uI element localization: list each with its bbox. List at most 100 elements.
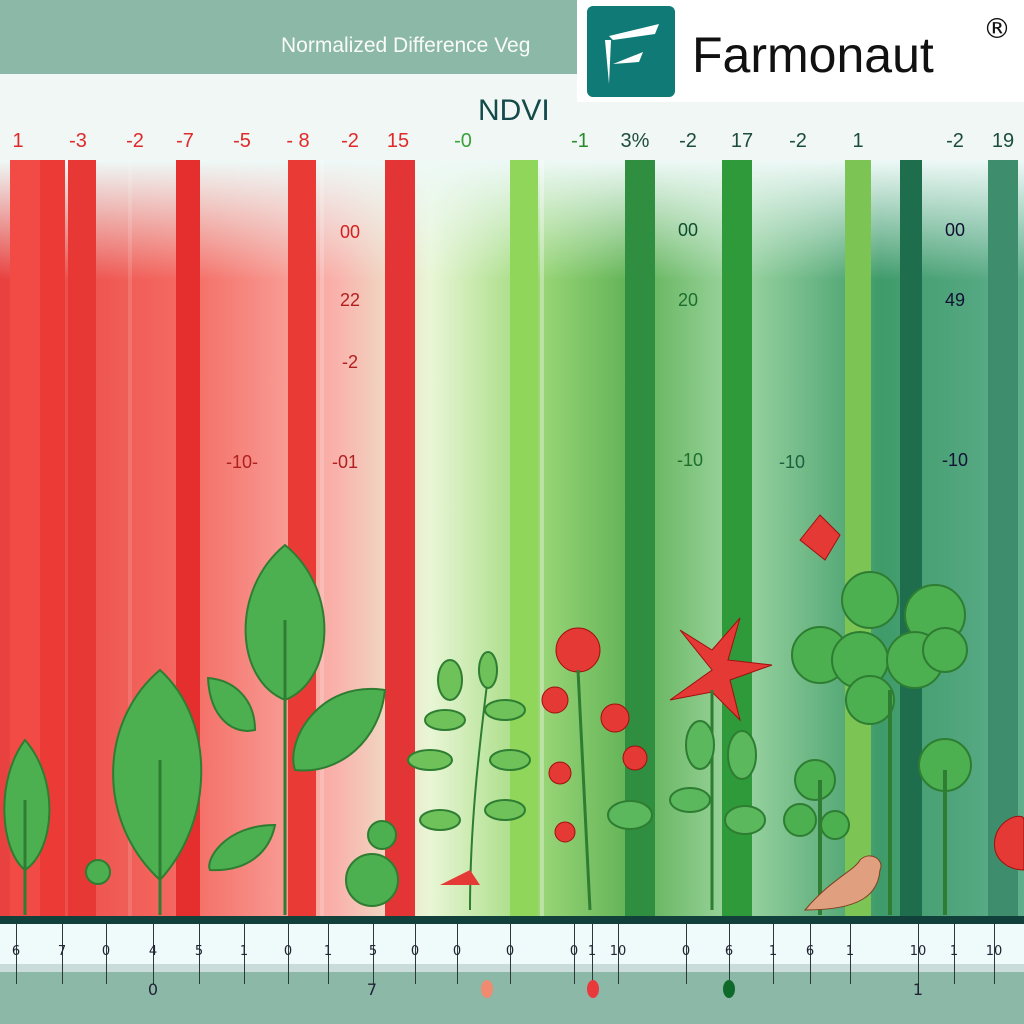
ruler-label: 0 (410, 944, 420, 959)
ruler-tick (288, 924, 289, 984)
ruler-tick (994, 924, 995, 984)
ruler-label: 0 (569, 944, 579, 959)
ndvi-scale-label: -10 (676, 450, 704, 470)
ndvi-bar (288, 160, 316, 922)
ruler-tick (686, 924, 687, 984)
ndvi-value-label: -2 (126, 130, 144, 152)
shrub (85, 820, 399, 907)
ruler-tick (16, 924, 17, 984)
ruler-bottom-label: 7 (366, 980, 378, 999)
ndvi-bar (900, 160, 922, 922)
ndvi-scale-label: 00 (339, 222, 361, 242)
ndvi-scale-label: -10 (941, 450, 969, 470)
ruler-tick (62, 924, 63, 984)
registered-mark: ® (983, 12, 1011, 45)
ruler-tick (510, 924, 511, 984)
ruler-label: 0 (681, 944, 691, 959)
ruler-label: 0 (505, 944, 515, 959)
ndvi-scale-label: 20 (677, 290, 699, 310)
subtitle: Normalized Difference Veg (281, 34, 531, 57)
ndvi-value-label: -3 (69, 130, 87, 152)
ruler-label: 1 (845, 944, 855, 959)
ndvi-bar (988, 160, 1018, 922)
ndvi-scale-label: 00 (677, 220, 699, 240)
ndvi-value-label: -7 (176, 130, 194, 152)
farmonaut-logo-icon (587, 6, 675, 97)
ruler-tick (574, 924, 575, 984)
leaf-plant-left (3, 543, 387, 882)
ruler-label: 6 (805, 944, 815, 959)
ruler-label: 1 (587, 944, 597, 959)
flower-leaves (607, 720, 766, 835)
ndvi-bar (128, 160, 132, 922)
ruler-label: 1 (768, 944, 778, 959)
logo-text: Farmonaut (692, 27, 934, 83)
ndvi-value-label: -1 (571, 130, 589, 152)
ndvi-value-label: - 8 (286, 130, 310, 152)
ruler-tick (918, 924, 919, 984)
ndvi-bar (510, 160, 538, 922)
ruler-tick (729, 924, 730, 984)
ruler-label: 1 (949, 944, 959, 959)
ruler-tick (199, 924, 200, 984)
ndvi-scale-label: -01 (331, 452, 359, 472)
ruler-label: 5 (368, 944, 378, 959)
ruler-tick (244, 924, 245, 984)
ruler-marker (587, 980, 599, 998)
ndvi-value-label: -0 (454, 130, 472, 152)
ndvi-value-label: -2 (946, 130, 964, 152)
ndvi-scale-label: -2 (341, 352, 359, 372)
ruler-tick (457, 924, 458, 984)
ruler-tick (106, 924, 107, 984)
tree (783, 571, 972, 840)
bird (803, 855, 882, 911)
ruler-tick (373, 924, 374, 984)
farmonaut-logo: Farmonaut ® (577, 0, 1024, 102)
ndvi-value-label: -2 (789, 130, 807, 152)
ruler-label: 0 (283, 944, 293, 959)
ruler-label: 10 (909, 944, 927, 959)
ndvi-bar (385, 160, 415, 922)
ruler-label: 1 (239, 944, 249, 959)
ndvi-value-label: 15 (386, 130, 410, 152)
ndvi-bar (68, 160, 96, 922)
ndvi-value-label: -5 (233, 130, 251, 152)
ruler-label: 0 (452, 944, 462, 959)
ruler-marker (723, 980, 735, 998)
ndvi-value-label: -2 (341, 130, 359, 152)
red-flowers (541, 514, 1024, 871)
ndvi-scale-label: 49 (944, 290, 966, 310)
ndvi-bar (845, 160, 871, 922)
ruler-tick (810, 924, 811, 984)
ndvi-value-label: 3% (620, 130, 650, 152)
ruler-label: 6 (11, 944, 21, 959)
ruler-marker (481, 980, 493, 998)
vine-plant (407, 651, 531, 911)
ruler-bottom-label: 1 (912, 980, 924, 999)
ndvi-scale-label: 00 (944, 220, 966, 240)
ruler-scale (0, 924, 1024, 972)
ndvi-value-label: 1 (852, 130, 864, 152)
ruler-label: 6 (724, 944, 734, 959)
ndvi-scale-label: -10 (778, 452, 806, 472)
ruler-tick (328, 924, 329, 984)
ruler-label: 10 (985, 944, 1003, 959)
ndvi-value-label: 17 (730, 130, 754, 152)
ruler-label: 7 (57, 944, 67, 959)
ruler-tick (153, 924, 154, 984)
ruler-tick (415, 924, 416, 984)
ruler-tick (954, 924, 955, 984)
ruler-tick (773, 924, 774, 984)
ndvi-value-label: -2 (679, 130, 697, 152)
ruler-tick (850, 924, 851, 984)
ruler-label: 4 (148, 944, 158, 959)
ndvi-scale-label: 22 (339, 290, 361, 310)
ndvi-scale-label: -10- (225, 452, 259, 472)
ruler-label: 1 (323, 944, 333, 959)
ground-line (0, 916, 1024, 924)
ndvi-value-label: 19 (991, 130, 1015, 152)
ndvi-bar (320, 160, 324, 922)
ruler-label: 0 (101, 944, 111, 959)
ndvi-bar (540, 160, 544, 922)
